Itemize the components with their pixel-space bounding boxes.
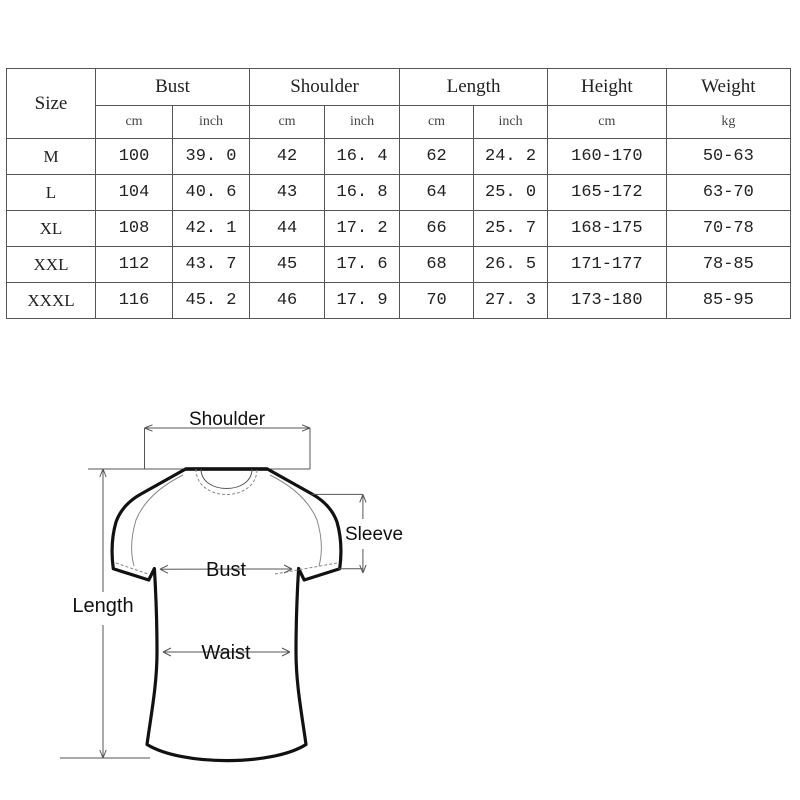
svg-text:Bust: Bust — [206, 559, 246, 581]
svg-text:Sleeve: Sleeve — [345, 524, 403, 545]
svg-text:Length: Length — [72, 595, 133, 617]
svg-text:Shoulder: Shoulder — [189, 409, 266, 430]
svg-text:Waist: Waist — [201, 642, 251, 664]
